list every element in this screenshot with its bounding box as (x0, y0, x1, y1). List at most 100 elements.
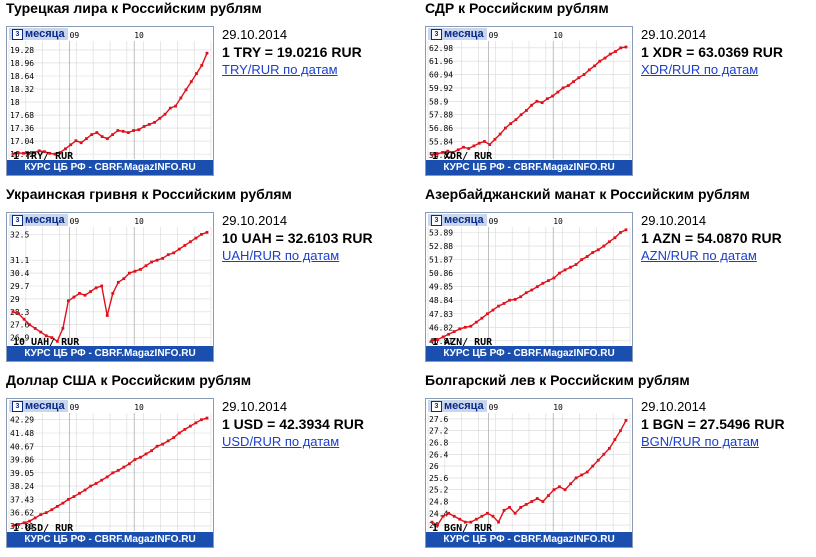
data-point (486, 511, 489, 515)
widget-try: Турецкая лира к Российским рублям 19.28 18… (6, 0, 406, 180)
chart-svg: 27.6 27.2 26.8 26.4 26 25.6 25.2 24.8 24.4 24 09 10 (427, 403, 631, 531)
data-point (205, 51, 209, 55)
period-selector[interactable]: 3 месяца (428, 214, 487, 226)
chart-footer[interactable]: КУРС ЦБ РФ - CBRF.MagazINFO.RU (426, 160, 632, 175)
data-point (158, 116, 162, 120)
period-icon: 3 (12, 214, 23, 226)
chart-footer[interactable]: КУРС ЦБ РФ - CBRF.MagazINFO.RU (7, 160, 213, 175)
period-selector[interactable]: 3 месяца (9, 28, 68, 40)
y-tick-label: 50.86 (429, 269, 453, 278)
y-tick-label: 24.8 (429, 498, 448, 507)
data-point (458, 517, 462, 521)
chart-svg: 62.98 61.96 60.94 59.92 58.9 57.88 56.86 55.84 5… (427, 31, 631, 160)
y-tick-label: 26.8 (429, 439, 448, 448)
chart-svg: 42.29 41.48 40.67 39.86 39.05 38.24 37.43 36.62… (8, 403, 212, 531)
data-point (502, 302, 506, 305)
period-selector[interactable]: 3 месяца (9, 400, 68, 412)
data-point (132, 129, 135, 132)
data-point (22, 317, 26, 321)
rate-value: 1 XDR = 63.0369 RUR (641, 44, 784, 60)
data-point (524, 109, 528, 112)
data-point (541, 281, 545, 285)
chart-footer[interactable]: КУРС ЦБ РФ - CBRF.MagazINFO.RU (7, 532, 213, 547)
data-point (577, 76, 581, 80)
rate-info: 29.10.2014 1 BGN = 27.5496 RUR BGN/RUR по … (641, 398, 785, 450)
data-point (585, 470, 589, 474)
pair-label: 1 BGN/ RUR (432, 523, 493, 534)
data-point (458, 327, 462, 331)
rate-chart: 32.531.130.429.72928.327.626.909103месяц… (6, 212, 214, 362)
data-point (447, 332, 451, 336)
data-point (61, 327, 65, 330)
data-point (585, 255, 589, 258)
widget-xdr: СДР к Российским рублям 62.98 61.96 60.94 59… (425, 0, 816, 180)
data-point (519, 295, 523, 299)
y-tick-label: 36.62 (10, 509, 34, 518)
data-point (67, 497, 70, 501)
x-tick-label: 10 (134, 217, 144, 226)
chart-footer[interactable]: КУРС ЦБ РФ - CBRF.MagazINFO.RU (426, 346, 632, 361)
period-selector[interactable]: 3 месяца (428, 400, 487, 412)
rate-date: 29.10.2014 (641, 213, 707, 228)
y-tick-label: 40.67 (10, 442, 34, 451)
data-point (524, 503, 528, 506)
data-point (94, 482, 98, 485)
data-point (574, 476, 578, 480)
y-tick-label: 24.4 (429, 509, 448, 518)
data-point (474, 517, 478, 521)
data-point (624, 228, 628, 232)
chart-footer[interactable]: КУРС ЦБ РФ - CBRF.MagazINFO.RU (7, 346, 213, 361)
data-point (602, 244, 606, 248)
period-selector[interactable]: 3 месяца (428, 28, 487, 40)
widget-title: Болгарский лев к Российским рублям (425, 372, 690, 388)
data-point (447, 511, 451, 515)
data-point (497, 304, 500, 308)
data-point (441, 514, 445, 518)
data-point (491, 514, 495, 518)
history-link[interactable]: UAH/RUR по датам (222, 248, 340, 263)
chart-footer[interactable]: КУРС ЦБ РФ - CBRF.MagazINFO.RU (426, 532, 632, 547)
period-selector[interactable]: 3 месяца (9, 214, 68, 226)
rate-value: 1 USD = 42.3934 RUR (222, 416, 365, 432)
data-point (95, 131, 99, 134)
history-link[interactable]: TRY/RUR по датам (222, 62, 338, 77)
y-tick-label: 60.94 (429, 71, 453, 80)
data-point (513, 298, 517, 301)
data-point (111, 133, 115, 136)
history-link[interactable]: XDR/RUR по датам (641, 62, 759, 77)
history-link[interactable]: USD/RUR по датам (222, 434, 340, 449)
data-point (569, 482, 572, 486)
y-tick-label: 42.29 (10, 416, 34, 425)
data-point (11, 310, 15, 314)
rate-chart: 42.29 41.48 40.67 39.86 39.05 38.24 37.43 36.62… (6, 398, 214, 548)
history-link[interactable]: AZN/RUR по датам (641, 248, 757, 263)
data-point (100, 284, 104, 288)
data-point (488, 143, 492, 146)
pair-label: 1 USD/ RUR (13, 523, 74, 534)
data-point (177, 431, 181, 435)
data-point (100, 478, 104, 482)
y-tick-label: 46.82 (429, 323, 453, 332)
y-tick-label: 29.7 (10, 282, 29, 291)
y-tick-label: 35.81 (10, 522, 34, 531)
data-point (116, 129, 120, 132)
data-point (139, 455, 142, 459)
data-point (436, 523, 439, 527)
data-point (624, 45, 628, 49)
data-point (463, 325, 467, 329)
y-tick-label: 18.32 (10, 85, 34, 94)
data-point (105, 314, 109, 317)
data-point (168, 106, 172, 110)
data-point (100, 135, 104, 139)
pair-label: 10 UAH/ RUR (13, 337, 80, 348)
data-point (37, 149, 41, 153)
data-point (519, 113, 523, 117)
data-point (624, 418, 628, 422)
data-point (69, 143, 73, 147)
data-point (61, 501, 65, 505)
period-label: месяца (444, 400, 484, 412)
history-link[interactable]: BGN/RUR по датам (641, 434, 759, 449)
data-point (451, 151, 455, 154)
y-tick-label: 25.6 (429, 474, 448, 483)
data-point (137, 128, 141, 132)
